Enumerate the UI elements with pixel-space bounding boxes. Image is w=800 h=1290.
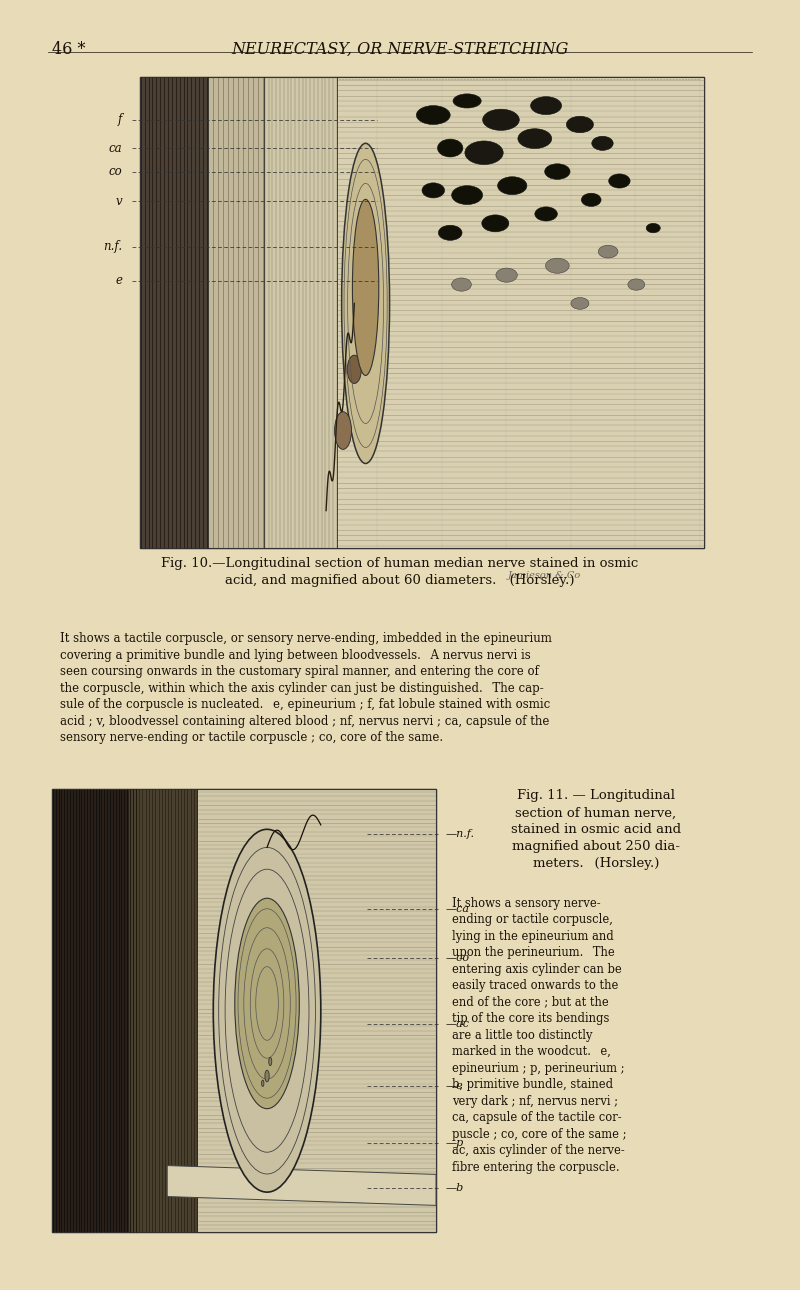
Ellipse shape [214, 829, 321, 1192]
Text: f: f [118, 114, 122, 126]
Ellipse shape [482, 110, 519, 130]
Ellipse shape [609, 174, 630, 188]
Ellipse shape [482, 215, 509, 232]
Text: —e: —e [446, 1081, 463, 1091]
Ellipse shape [342, 143, 390, 463]
Text: Fig. 11. — Longitudinal
section of human nerve,
stained in osmic acid and
magnif: Fig. 11. — Longitudinal section of human… [511, 789, 681, 871]
Text: —n.f.: —n.f. [446, 828, 474, 839]
FancyBboxPatch shape [198, 789, 436, 1232]
Ellipse shape [496, 268, 518, 283]
FancyBboxPatch shape [129, 789, 198, 1232]
Text: co: co [109, 165, 122, 178]
Text: 46 *: 46 * [52, 40, 86, 58]
Ellipse shape [438, 139, 463, 157]
Ellipse shape [234, 898, 299, 1108]
Ellipse shape [353, 200, 378, 375]
Ellipse shape [545, 164, 570, 179]
Text: Fig. 10.—Longitudinal section of human median nerve stained in osmic
acid, and m: Fig. 10.—Longitudinal section of human m… [162, 557, 638, 587]
Ellipse shape [269, 1058, 272, 1066]
Ellipse shape [582, 194, 601, 206]
Ellipse shape [334, 412, 351, 449]
Ellipse shape [566, 116, 594, 133]
Text: —ca: —ca [446, 904, 470, 913]
Text: NEURECTASY, OR NERVE-STRETCHING: NEURECTASY, OR NERVE-STRETCHING [231, 40, 569, 58]
FancyBboxPatch shape [52, 789, 137, 1232]
FancyBboxPatch shape [140, 77, 704, 548]
Ellipse shape [571, 298, 589, 310]
Ellipse shape [535, 206, 558, 221]
Ellipse shape [438, 226, 462, 240]
Text: v: v [116, 195, 122, 208]
Text: ca: ca [109, 142, 122, 155]
Text: —b: —b [446, 1183, 464, 1193]
Ellipse shape [592, 137, 613, 151]
Ellipse shape [453, 94, 482, 108]
Text: —ac: —ac [446, 1019, 470, 1029]
Ellipse shape [530, 97, 562, 115]
Text: —co: —co [446, 952, 470, 962]
Text: n.f.: n.f. [103, 240, 122, 253]
Polygon shape [167, 1166, 436, 1205]
Text: e: e [115, 275, 122, 288]
FancyBboxPatch shape [140, 77, 208, 548]
FancyBboxPatch shape [264, 77, 338, 548]
Text: It shows a sensory nerve-
ending or tactile corpuscle,
lying in the epineurium a: It shows a sensory nerve- ending or tact… [452, 897, 626, 1174]
Ellipse shape [628, 279, 645, 290]
Ellipse shape [422, 183, 445, 197]
Ellipse shape [546, 258, 570, 273]
Ellipse shape [416, 106, 450, 124]
FancyBboxPatch shape [208, 77, 264, 548]
Text: It shows a tactile corpuscle, or sensory nerve-ending, imbedded in the epineuriu: It shows a tactile corpuscle, or sensory… [60, 632, 552, 744]
Text: Jamieson & Co: Jamieson & Co [507, 571, 581, 580]
Ellipse shape [598, 245, 618, 258]
Ellipse shape [452, 186, 482, 205]
Ellipse shape [265, 1071, 269, 1082]
Ellipse shape [518, 129, 552, 148]
Ellipse shape [347, 355, 362, 383]
Ellipse shape [498, 177, 527, 195]
Ellipse shape [452, 277, 471, 292]
FancyBboxPatch shape [338, 77, 704, 548]
FancyBboxPatch shape [52, 789, 436, 1232]
Ellipse shape [646, 223, 660, 232]
Ellipse shape [465, 141, 503, 165]
Ellipse shape [262, 1080, 264, 1086]
Text: —p: —p [446, 1139, 464, 1148]
